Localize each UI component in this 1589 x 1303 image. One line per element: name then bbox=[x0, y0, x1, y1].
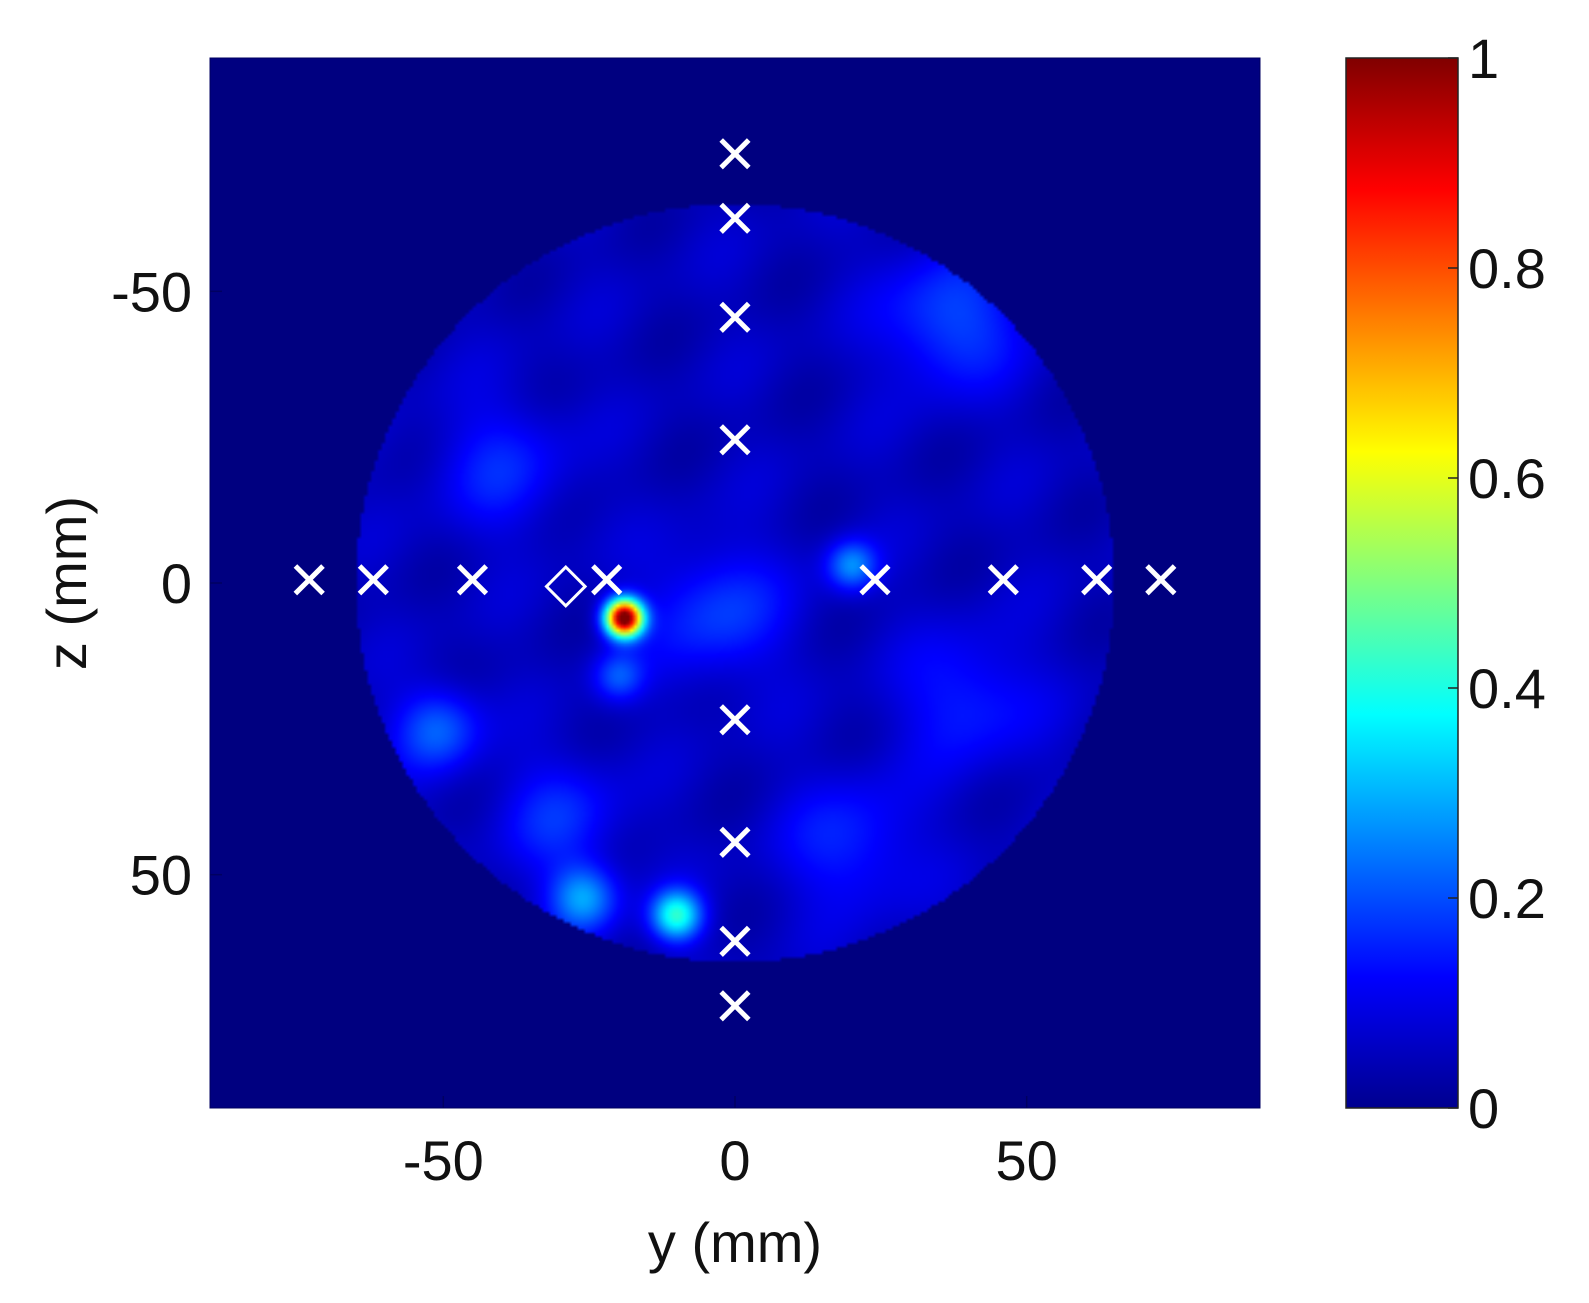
antenna-marker: × bbox=[715, 803, 756, 881]
x-tick-label: 50 bbox=[996, 1129, 1058, 1192]
colorbar-tick-label: 1 bbox=[1468, 27, 1499, 90]
colorbar-tick-label: 0.4 bbox=[1468, 657, 1546, 720]
colorbar-tick-label: 0.8 bbox=[1468, 237, 1546, 300]
diamond-marker: ◇ bbox=[544, 550, 587, 613]
antenna-marker-layer: ××××××××× × × × × × × ×◇ bbox=[289, 114, 1182, 1044]
y-tick-label: 0 bbox=[161, 552, 192, 615]
antenna-marker: × bbox=[983, 540, 1024, 618]
antenna-marker: × bbox=[1140, 540, 1181, 618]
antenna-marker: × bbox=[353, 540, 394, 618]
antenna-marker: × bbox=[715, 178, 756, 256]
y-tick-label: -50 bbox=[111, 260, 192, 323]
antenna-marker: × bbox=[715, 902, 756, 980]
antenna-marker: × bbox=[289, 540, 330, 618]
colorbar-ticks: 0 0.2 0.4 0.6 0.8 1 bbox=[1448, 27, 1546, 1140]
antenna-marker: × bbox=[1076, 540, 1117, 618]
antenna-marker: × bbox=[715, 278, 756, 356]
heatmap-image bbox=[210, 58, 1260, 1108]
plot-area: ××××××××× × × × × × × ×◇ bbox=[209, 57, 1261, 1109]
antenna-marker: × bbox=[855, 540, 896, 618]
x-tick-label: -50 bbox=[403, 1129, 484, 1192]
colorbar-tick-label: 0.2 bbox=[1468, 867, 1546, 930]
antenna-marker: × bbox=[715, 400, 756, 478]
antenna-marker: × bbox=[586, 540, 627, 618]
colorbar-gradient bbox=[1345, 57, 1459, 1109]
y-axis-ticks: -50 0 50 bbox=[111, 260, 222, 907]
colorbar-tick-label: 0.6 bbox=[1468, 447, 1546, 510]
colorbar-tick-label: 0 bbox=[1468, 1077, 1499, 1140]
antenna-marker: × bbox=[715, 114, 756, 192]
x-axis-label: y (mm) bbox=[648, 1211, 822, 1274]
y-axis-label: z (mm) bbox=[35, 496, 98, 670]
antenna-marker: × bbox=[452, 540, 493, 618]
colorbar: 0 0.2 0.4 0.6 0.8 1 bbox=[1345, 27, 1546, 1140]
x-tick-label: 0 bbox=[719, 1129, 750, 1192]
y-tick-label: 50 bbox=[130, 844, 192, 907]
antenna-marker: × bbox=[715, 680, 756, 758]
x-axis-ticks: -50 0 50 bbox=[403, 1096, 1058, 1192]
antenna-marker: × bbox=[715, 966, 756, 1044]
